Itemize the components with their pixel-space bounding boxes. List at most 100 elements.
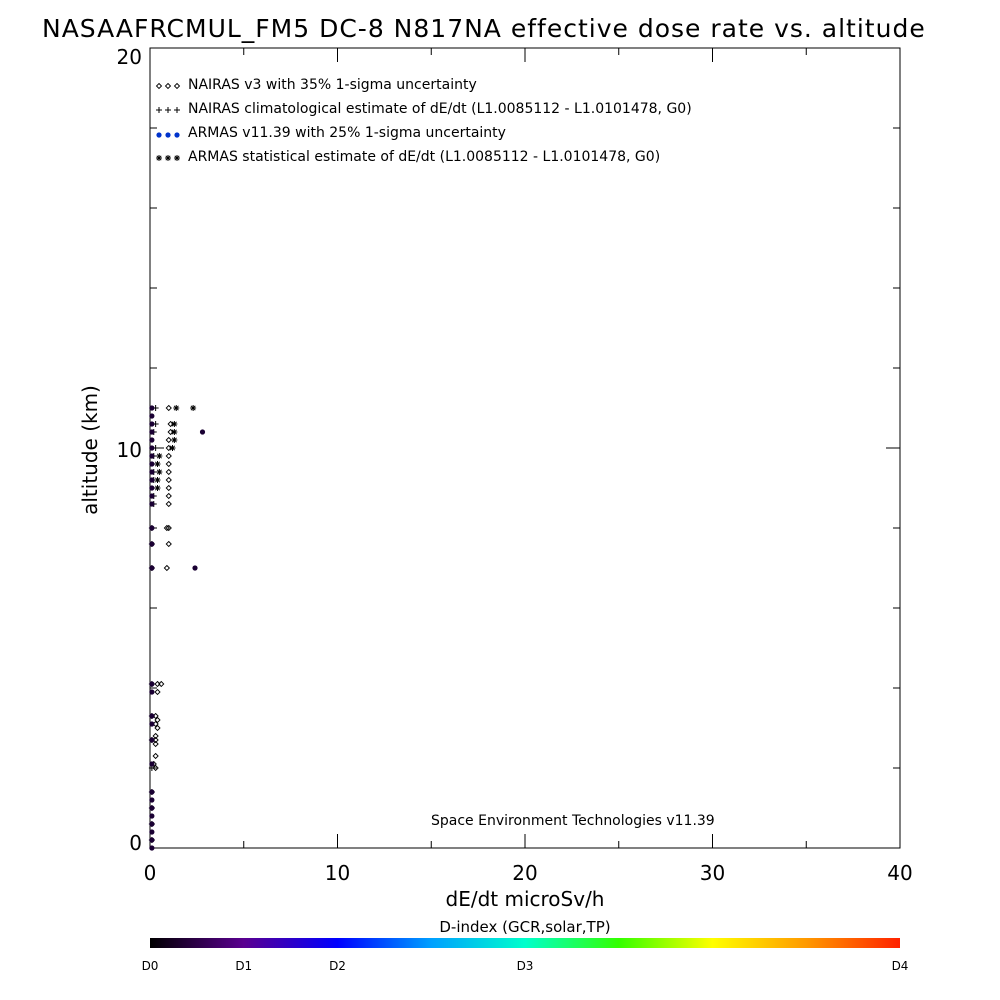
data-point-series-2: [149, 837, 155, 843]
data-point-series-0: [152, 752, 159, 760]
legend-marker-series-2: [156, 132, 162, 138]
legend-marker-series-0: [173, 82, 181, 90]
data-point-series-0: [154, 716, 161, 724]
data-point-series-0: [152, 732, 159, 740]
data-point-series-2: [149, 461, 155, 467]
data-point-series-2: [149, 797, 155, 803]
legend-marker-series-3: [174, 155, 180, 161]
data-point-series-2: [149, 761, 155, 767]
data-point-series-0: [165, 436, 172, 444]
legend-label-armas: ARMAS v11.39 with 25% 1-sigma uncertaint…: [188, 125, 506, 141]
data-point-series-2: [149, 689, 155, 695]
data-point-series-0: [152, 764, 159, 772]
data-point-series-2: [149, 493, 155, 499]
x-tick-label-40: 40: [887, 861, 912, 885]
data-point-series-0: [165, 484, 172, 492]
data-point-series-2: [149, 421, 155, 427]
colorbar-label-d0: D0: [142, 959, 159, 973]
colorbar-labels: D0 D1 D2 D3 D4: [142, 959, 909, 973]
data-point-series-3: [169, 445, 176, 451]
data-point-series-0: [165, 460, 172, 468]
legend: NAIRAS v3 with 35% 1-sigma uncertainty N…: [155, 77, 692, 165]
data-point-series-2: [149, 413, 155, 419]
legend-marker-series-2: [174, 132, 180, 138]
data-point-series-3: [154, 485, 161, 491]
data-point-series-2: [149, 445, 155, 451]
data-point-series-0: [165, 540, 172, 548]
chart-title: NASAAFRCMUL_FM5 DC-8 N817NA effective do…: [42, 14, 926, 43]
data-point-series-0: [167, 420, 174, 428]
data-point-series-2: [149, 429, 155, 435]
data-point-series-3: [154, 461, 161, 467]
legend-marker-series-1: [174, 107, 180, 113]
legend-marker-series-1: [156, 107, 162, 113]
legend-marker-series-2: [165, 132, 171, 138]
legend-marker-series-3: [165, 155, 171, 161]
data-point-series-0: [158, 680, 165, 688]
colorbar-label-d1: D1: [235, 959, 252, 973]
data-point-series-0: [167, 428, 174, 436]
data-point-series-3: [171, 429, 178, 435]
legend-label-nairas-climatological: NAIRAS climatological estimate of dE/dt …: [188, 101, 692, 117]
y-axis-label: altitude (km): [78, 385, 102, 515]
y-tick-label-0: 0: [129, 831, 142, 855]
data-point-series-2: [149, 789, 155, 795]
data-point-series-0: [154, 688, 161, 696]
legend-markers: [155, 82, 181, 161]
data-point-series-2: [149, 501, 155, 507]
legend-marker-series-3: [156, 155, 162, 161]
data-marks: [148, 404, 206, 851]
data-point-series-0: [165, 500, 172, 508]
data-point-series-3: [190, 405, 197, 411]
data-point-series-2: [149, 713, 155, 719]
data-point-series-0: [165, 468, 172, 476]
data-point-series-2: [149, 805, 155, 811]
y-tick-label-20: 20: [117, 45, 142, 69]
data-point-series-2: [149, 565, 155, 571]
legend-label-nairas: NAIRAS v3 with 35% 1-sigma uncertainty: [188, 77, 477, 93]
colorbar-title: D-index (GCR,solar,TP): [439, 918, 610, 936]
data-point-series-2: [149, 477, 155, 483]
x-tick-label-30: 30: [700, 861, 725, 885]
data-point-series-3: [156, 469, 163, 475]
legend-marker-series-0: [155, 82, 163, 90]
colorbar-label-d3: D3: [517, 959, 534, 973]
data-point-series-2: [149, 485, 155, 491]
data-point-series-0: [163, 524, 171, 532]
data-point-series-2: [149, 737, 155, 743]
data-point-series-2: [149, 721, 155, 727]
data-point-series-0: [152, 740, 159, 748]
data-point-series-2: [149, 829, 155, 835]
data-point-series-2: [199, 429, 206, 435]
colorbar-label-d4: D4: [892, 959, 909, 973]
legend-label-armas-statistical: ARMAS statistical estimate of dE/dt (L1.…: [188, 149, 660, 165]
data-point-series-0: [165, 476, 172, 484]
x-tick-label-0: 0: [144, 861, 157, 885]
data-point-series-3: [156, 453, 163, 459]
data-point-series-0: [165, 452, 172, 460]
data-point-series-0: [165, 404, 172, 412]
data-point-series-0: [165, 524, 172, 532]
data-point-series-2: [149, 845, 155, 851]
data-point-series-2: [149, 681, 155, 687]
data-point-series-2: [149, 525, 155, 531]
x-tick-label-10: 10: [325, 861, 350, 885]
data-point-series-2: [149, 541, 155, 547]
data-point-series-3: [171, 437, 178, 443]
x-tick-label-20: 20: [512, 861, 537, 885]
data-point-series-2: [149, 405, 155, 411]
data-point-series-0: [163, 564, 171, 572]
data-point-series-2: [149, 469, 155, 475]
data-point-series-0: [165, 492, 172, 500]
x-axis-label: dE/dt microSv/h: [446, 887, 605, 911]
data-point-series-2: [149, 821, 155, 827]
legend-marker-series-1: [165, 107, 171, 113]
data-point-series-2: [149, 453, 155, 459]
data-point-series-2: [149, 437, 155, 443]
data-point-series-2: [192, 565, 198, 571]
credit-text: Space Environment Technologies v11.39: [431, 813, 715, 829]
data-point-series-0: [165, 444, 172, 452]
data-point-series-2: [149, 813, 155, 819]
data-point-series-3: [173, 405, 180, 411]
